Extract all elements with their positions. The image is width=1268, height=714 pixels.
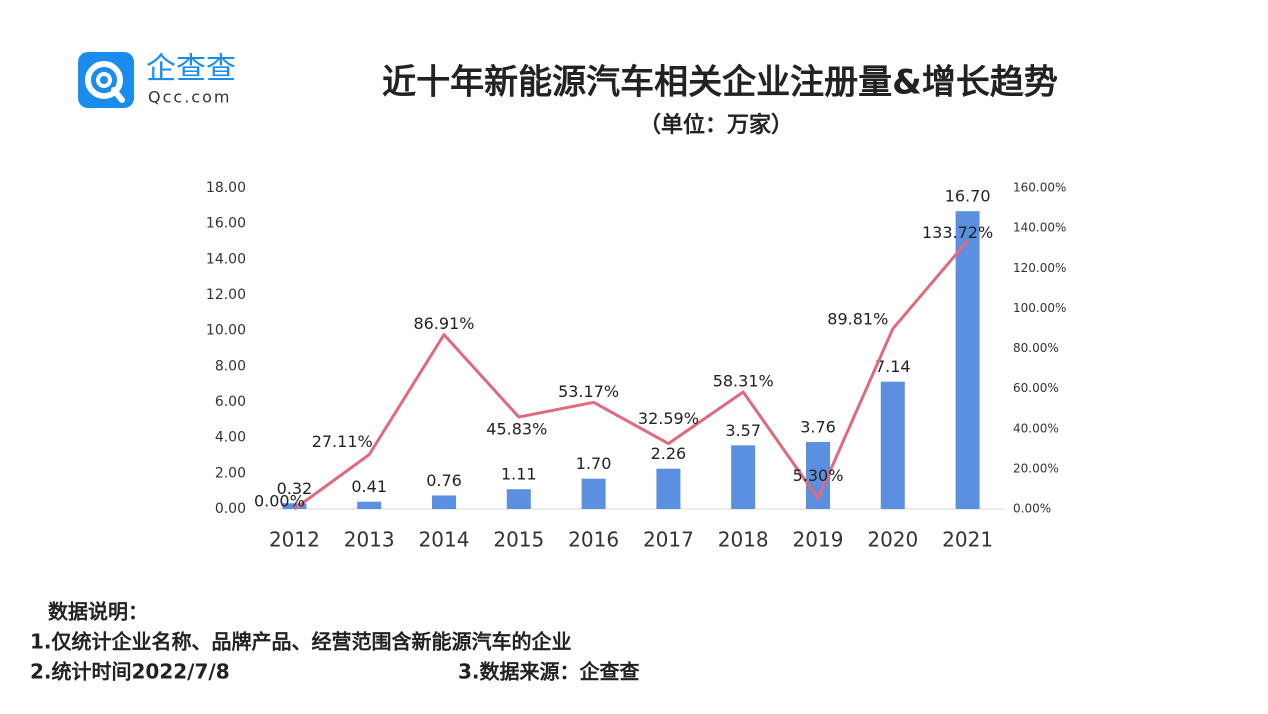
line-value-label: 133.72% (922, 223, 993, 242)
growth-line (293, 239, 969, 511)
note-line: 3.数据来源：企查查 (458, 660, 640, 684)
y-tick-label: 2.00 (215, 465, 246, 481)
bar (731, 445, 756, 509)
note-heading: 数据说明： (48, 600, 148, 624)
y2-tick-label: 0.00% (1013, 502, 1051, 516)
logo-name: 企查查 (146, 52, 236, 87)
bar-value-label: 1.11 (501, 465, 537, 484)
y-tick-label: 14.00 (206, 251, 246, 267)
x-tick-label: 2021 (942, 528, 993, 552)
x-tick-label: 2014 (419, 528, 470, 552)
note-line: 1.仅统计企业名称、品牌产品、经营范围含新能源汽车的企业 (30, 630, 572, 654)
bar (581, 478, 606, 509)
y2-tick-label: 160.00% (1013, 181, 1066, 195)
y2-tick-label: 120.00% (1013, 261, 1066, 275)
x-tick-label: 2015 (493, 528, 544, 552)
x-tick-label: 2020 (867, 528, 918, 552)
logo-ring (85, 61, 123, 99)
bar (357, 501, 382, 509)
note-line: 2.统计时间2022/7/8 (30, 660, 230, 684)
y-tick-label: 4.00 (215, 430, 246, 446)
y2-tick-label: 80.00% (1013, 341, 1059, 355)
bar (656, 468, 681, 509)
y2-tick-label: 100.00% (1013, 301, 1066, 315)
x-tick-label: 2012 (269, 528, 320, 552)
line-value-label: 53.17% (558, 382, 619, 401)
y-tick-label: 18.00 (206, 180, 246, 196)
chart-title: 近十年新能源汽车相关企业注册量&增长趋势 (382, 63, 1058, 103)
bar-value-label: 7.14 (875, 357, 911, 376)
bar (282, 503, 307, 509)
bar-value-label: 0.76 (426, 471, 462, 490)
bar (432, 495, 456, 509)
bar-value-label: 0.32 (277, 479, 313, 498)
line-value-label: 32.59% (638, 409, 699, 428)
bar-value-label: 3.76 (800, 417, 836, 436)
y-tick-label: 6.00 (215, 394, 246, 410)
line-value-label: 27.11% (312, 432, 373, 451)
y2-tick-label: 20.00% (1013, 461, 1059, 475)
y-tick-label: 8.00 (215, 358, 246, 374)
bar-value-label: 3.57 (725, 421, 761, 440)
x-tick-label: 2017 (643, 528, 694, 552)
y-tick-label: 10.00 (206, 323, 246, 339)
x-tick-label: 2016 (568, 528, 619, 552)
x-tick-label: 2013 (344, 528, 395, 552)
bar (880, 381, 905, 509)
chart-subtitle: （单位：万家） (639, 112, 793, 138)
line-value-label: 0.00% (254, 492, 305, 511)
x-tick-label: 2018 (718, 528, 769, 552)
logo-domain: Qcc.com (148, 88, 231, 107)
y-tick-label: 16.00 (206, 216, 246, 232)
line-value-label: 5.30% (793, 466, 844, 485)
logo-tail (111, 87, 125, 103)
bar-value-label: 2.26 (651, 444, 687, 463)
bar-value-label: 0.41 (351, 477, 387, 496)
logo-ring-inner (96, 72, 112, 88)
line-value-label: 45.83% (486, 420, 547, 439)
y-tick-label: 0.00 (215, 501, 246, 517)
line-value-label: 86.91% (413, 314, 474, 333)
y2-tick-label: 140.00% (1013, 221, 1066, 235)
y-tick-label: 12.00 (206, 287, 246, 303)
bar-value-label: 1.70 (576, 454, 612, 473)
y2-tick-label: 60.00% (1013, 381, 1059, 395)
bar (955, 211, 980, 509)
y2-tick-label: 40.00% (1013, 421, 1059, 435)
line-value-label: 89.81% (827, 309, 888, 328)
bar (506, 489, 531, 509)
bar-value-label: 16.70 (945, 187, 991, 206)
line-value-label: 58.31% (713, 372, 774, 391)
x-tick-label: 2019 (793, 528, 844, 552)
